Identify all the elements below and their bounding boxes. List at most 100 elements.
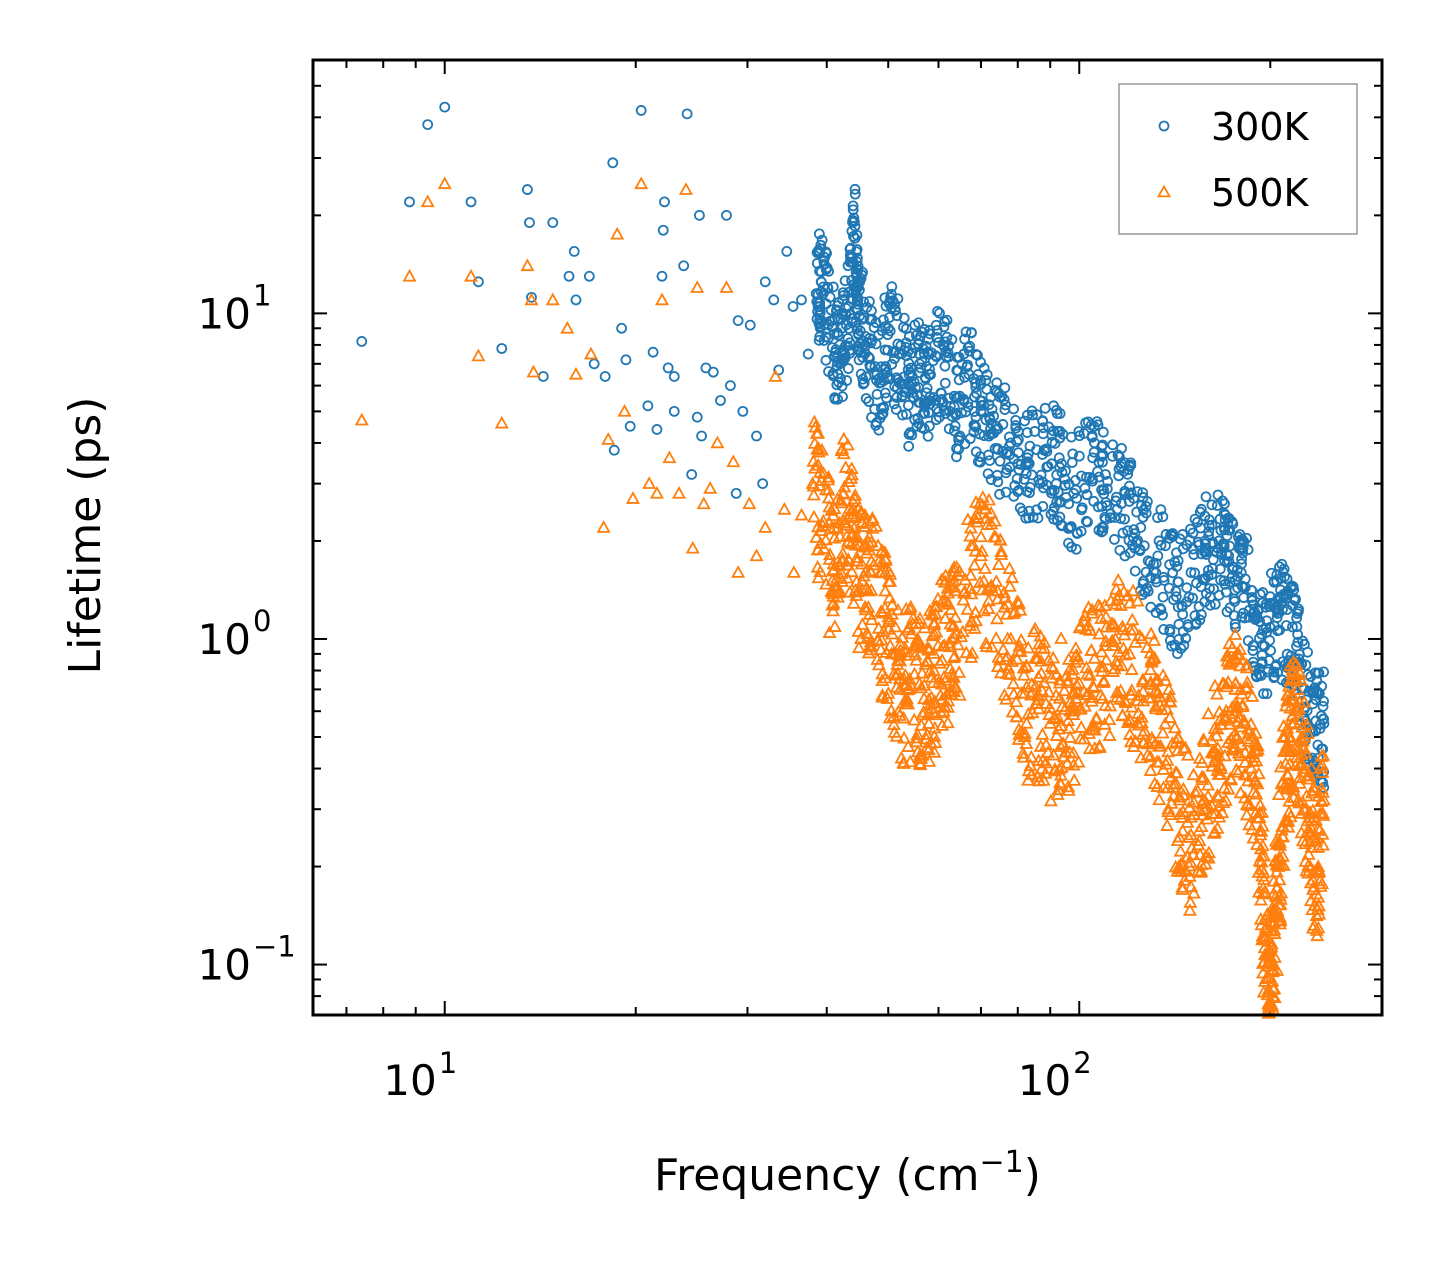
point-300K (1013, 464, 1025, 476)
point-300K (1091, 416, 1103, 428)
point-300K (873, 424, 885, 436)
point-500K (1180, 748, 1196, 761)
point-500K (1148, 683, 1163, 697)
point-300K (1026, 469, 1038, 481)
point-300K (691, 411, 703, 423)
point-500K (1204, 805, 1219, 819)
point-300K (1122, 468, 1134, 480)
point-500K (967, 557, 982, 571)
point-300K (946, 334, 958, 346)
point-300K (847, 200, 859, 212)
point-500K (935, 653, 950, 666)
point-500K (1074, 720, 1089, 733)
point-500K (1155, 725, 1170, 739)
point-500K (1084, 693, 1099, 707)
point-500K (931, 638, 946, 651)
point-500K (873, 642, 888, 655)
point-500K (1281, 819, 1296, 833)
point-500K (976, 573, 991, 587)
point-300K (1097, 439, 1109, 451)
point-300K (1206, 499, 1218, 511)
point-500K (1273, 838, 1288, 851)
point-500K (1301, 847, 1316, 860)
point-300K (563, 270, 575, 282)
point-500K (915, 665, 930, 679)
point-300K (1059, 473, 1071, 485)
point-500K (1235, 697, 1250, 711)
point-500K (1126, 622, 1141, 636)
point-300K (1116, 442, 1127, 454)
point-300K (1163, 582, 1175, 594)
point-500K (816, 466, 831, 479)
point-300K (1224, 540, 1236, 552)
point-300K (909, 319, 921, 331)
point-300K (981, 369, 993, 381)
point-500K (952, 665, 967, 678)
point-500K (964, 538, 979, 552)
point-300K (1125, 487, 1137, 499)
point-500K (1269, 837, 1284, 850)
y-axis-label: Lifetime (ps) (60, 397, 111, 675)
point-500K (1005, 654, 1020, 667)
point-300K (1009, 480, 1021, 492)
point-300K (1046, 487, 1057, 499)
point-500K (991, 557, 1006, 570)
point-300K (916, 356, 928, 368)
point-500K (1228, 675, 1243, 689)
point-500K (937, 638, 952, 652)
point-500K (960, 602, 975, 615)
point-300K (1297, 635, 1309, 647)
point-500K (1204, 798, 1219, 812)
point-500K (1099, 652, 1114, 666)
point-500K (940, 595, 955, 608)
point-500K (1162, 710, 1177, 723)
point-300K (1102, 475, 1114, 487)
point-300K (940, 336, 952, 348)
y-tick-label-exp: −1 (253, 930, 296, 964)
point-300K (811, 257, 823, 269)
point-500K (806, 487, 821, 501)
point-500K (888, 667, 903, 681)
point-500K (1239, 657, 1254, 671)
x-tick-label: 10 2 (1018, 1046, 1092, 1105)
point-500K (946, 618, 961, 632)
point-500K (825, 573, 840, 586)
point-500K (1021, 640, 1036, 654)
point-500K (890, 602, 905, 616)
point-500K (865, 521, 880, 534)
point-500K (1201, 706, 1216, 720)
point-500K (1174, 864, 1189, 878)
point-500K (1019, 679, 1034, 693)
point-500K (917, 620, 932, 634)
point-500K (354, 412, 369, 426)
point-300K (997, 419, 1009, 430)
point-500K (959, 645, 974, 659)
point-500K (864, 553, 879, 567)
point-500K (1273, 759, 1288, 773)
point-500K (1221, 735, 1236, 748)
point-500K (909, 734, 924, 748)
point-300K (1292, 629, 1304, 640)
point-300K (949, 420, 961, 432)
point-300K (844, 337, 856, 349)
point-500K (1002, 579, 1017, 592)
point-500K (1041, 745, 1056, 758)
point-500K (1167, 720, 1182, 734)
point-500K (854, 556, 869, 570)
point-300K (858, 296, 870, 308)
point-300K (897, 409, 908, 421)
point-300K (1097, 525, 1109, 537)
point-300K (880, 361, 891, 372)
point-500K (726, 454, 741, 468)
point-500K (402, 268, 417, 282)
point-300K (925, 369, 936, 381)
point-500K (1224, 772, 1239, 786)
point-500K (1156, 668, 1171, 681)
point-300K (524, 217, 535, 229)
point-500K (1093, 687, 1108, 701)
point-300K (878, 314, 889, 326)
point-300K (1164, 559, 1175, 571)
point-500K (899, 601, 914, 615)
point-500K (777, 502, 792, 515)
